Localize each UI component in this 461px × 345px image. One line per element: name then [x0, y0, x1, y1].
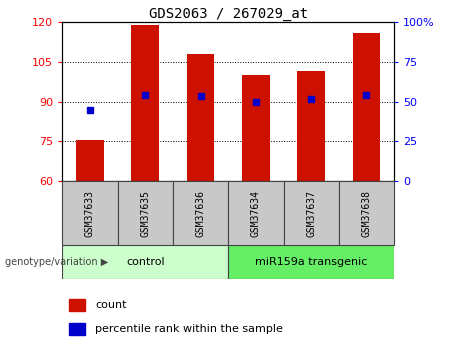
Bar: [242, 75, 270, 181]
Bar: [297, 71, 325, 181]
Text: genotype/variation ▶: genotype/variation ▶: [5, 257, 108, 267]
Bar: [62, 181, 118, 245]
Bar: [69, 299, 85, 311]
Bar: [62, 245, 228, 279]
Bar: [76, 140, 104, 181]
Bar: [69, 323, 85, 335]
Text: GSM37636: GSM37636: [195, 189, 206, 237]
Bar: [173, 181, 228, 245]
Bar: [187, 54, 214, 181]
Bar: [131, 25, 159, 181]
Text: miR159a transgenic: miR159a transgenic: [255, 257, 367, 267]
Text: percentile rank within the sample: percentile rank within the sample: [95, 324, 284, 334]
Text: GSM37635: GSM37635: [140, 189, 150, 237]
Bar: [339, 181, 394, 245]
Bar: [118, 181, 173, 245]
Text: GSM37638: GSM37638: [361, 189, 372, 237]
Text: GSM37633: GSM37633: [85, 189, 95, 237]
Title: GDS2063 / 267029_at: GDS2063 / 267029_at: [148, 7, 308, 21]
Bar: [353, 33, 380, 181]
Bar: [228, 181, 284, 245]
Text: control: control: [126, 257, 165, 267]
Text: GSM37634: GSM37634: [251, 189, 261, 237]
Bar: [284, 181, 339, 245]
Text: count: count: [95, 300, 127, 310]
Bar: [228, 245, 394, 279]
Text: GSM37637: GSM37637: [306, 189, 316, 237]
